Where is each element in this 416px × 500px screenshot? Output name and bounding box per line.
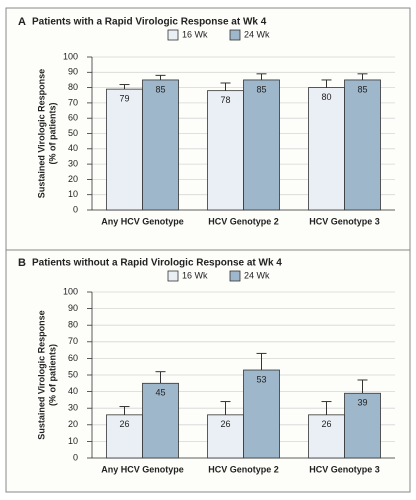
bar	[344, 392, 381, 459]
bar	[243, 369, 280, 459]
data-label: 85	[357, 84, 367, 94]
legend-swatch	[167, 270, 179, 282]
y-tick-label: 90	[68, 67, 78, 77]
bar	[243, 79, 280, 211]
legend-swatch	[229, 29, 241, 41]
x-tick-label: HCV Genotype 2	[208, 216, 279, 226]
bar	[106, 414, 143, 459]
legend-label: 16 Wk	[182, 29, 208, 39]
y-tick-label: 30	[68, 403, 78, 413]
y-tick-label: 10	[68, 436, 78, 446]
data-label: 85	[155, 84, 165, 94]
y-tick-label: 80	[68, 320, 78, 330]
y-axis-label: Sustained Virologic Response	[36, 69, 46, 198]
legend-swatch	[229, 270, 241, 282]
y-axis-label: (% of patients)	[47, 102, 57, 164]
y-axis-label: (% of patients)	[47, 344, 57, 406]
y-tick-label: 60	[68, 113, 78, 123]
y-tick-label: 20	[68, 174, 78, 184]
chart-title: Patients with a Rapid Virologic Response…	[32, 17, 267, 28]
legend-label: 24 Wk	[244, 29, 270, 39]
chart-title: Patients without a Rapid Virologic Respo…	[32, 258, 282, 269]
y-tick-label: 40	[68, 386, 78, 396]
bar	[308, 87, 345, 211]
x-tick-label: Any HCV Genotype	[101, 464, 184, 474]
y-tick-label: 60	[68, 353, 78, 363]
data-label: 80	[321, 92, 331, 102]
y-tick-label: 20	[68, 419, 78, 429]
legend-swatch	[167, 29, 179, 41]
y-tick-label: 10	[68, 189, 78, 199]
legend-label: 16 Wk	[182, 270, 208, 280]
y-tick-label: 100	[63, 286, 78, 296]
bar	[142, 79, 179, 211]
bar	[207, 90, 244, 211]
bar	[142, 382, 179, 459]
data-label: 45	[155, 388, 165, 398]
y-tick-label: 100	[63, 51, 78, 61]
data-label: 39	[357, 398, 367, 408]
y-tick-label: 90	[68, 303, 78, 313]
data-label: 26	[321, 419, 331, 429]
y-tick-label: 70	[68, 336, 78, 346]
bar	[344, 79, 381, 211]
x-tick-label: Any HCV Genotype	[101, 216, 184, 226]
panel-label: B	[18, 257, 26, 269]
x-tick-label: HCV Genotype 3	[309, 216, 380, 226]
bar	[106, 88, 143, 211]
y-tick-label: 50	[68, 369, 78, 379]
y-tick-label: 0	[73, 204, 78, 214]
y-tick-label: 0	[73, 452, 78, 462]
data-label: 53	[256, 374, 266, 384]
data-label: 85	[256, 84, 266, 94]
y-tick-label: 70	[68, 97, 78, 107]
y-tick-label: 40	[68, 143, 78, 153]
legend-label: 24 Wk	[244, 270, 270, 280]
panel-label: A	[18, 16, 26, 28]
x-tick-label: HCV Genotype 2	[208, 464, 279, 474]
y-axis-label: Sustained Virologic Response	[36, 310, 46, 439]
data-label: 26	[220, 419, 230, 429]
data-label: 79	[119, 94, 129, 104]
y-tick-label: 80	[68, 82, 78, 92]
data-label: 78	[220, 95, 230, 105]
data-label: 26	[119, 419, 129, 429]
y-tick-label: 30	[68, 158, 78, 168]
bar	[308, 414, 345, 459]
y-tick-label: 50	[68, 128, 78, 138]
x-tick-label: HCV Genotype 3	[309, 464, 380, 474]
